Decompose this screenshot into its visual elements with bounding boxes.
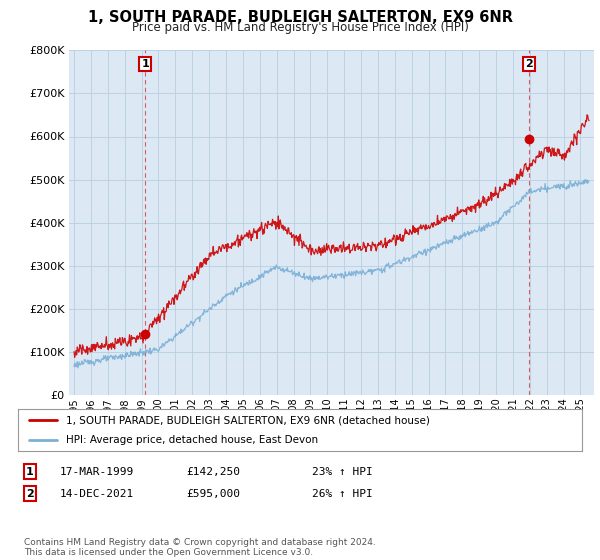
Text: 1, SOUTH PARADE, BUDLEIGH SALTERTON, EX9 6NR: 1, SOUTH PARADE, BUDLEIGH SALTERTON, EX9… bbox=[88, 10, 512, 25]
Text: 23% ↑ HPI: 23% ↑ HPI bbox=[312, 466, 373, 477]
Text: 26% ↑ HPI: 26% ↑ HPI bbox=[312, 489, 373, 499]
Text: 1: 1 bbox=[141, 59, 149, 69]
Text: 14-DEC-2021: 14-DEC-2021 bbox=[60, 489, 134, 499]
Text: Contains HM Land Registry data © Crown copyright and database right 2024.
This d: Contains HM Land Registry data © Crown c… bbox=[24, 538, 376, 557]
Text: £595,000: £595,000 bbox=[186, 489, 240, 499]
Text: 2: 2 bbox=[525, 59, 533, 69]
Text: 1, SOUTH PARADE, BUDLEIGH SALTERTON, EX9 6NR (detached house): 1, SOUTH PARADE, BUDLEIGH SALTERTON, EX9… bbox=[66, 415, 430, 425]
Text: 17-MAR-1999: 17-MAR-1999 bbox=[60, 466, 134, 477]
Text: 2: 2 bbox=[26, 489, 34, 499]
Text: HPI: Average price, detached house, East Devon: HPI: Average price, detached house, East… bbox=[66, 435, 318, 445]
Text: 1: 1 bbox=[26, 466, 34, 477]
Text: Price paid vs. HM Land Registry's House Price Index (HPI): Price paid vs. HM Land Registry's House … bbox=[131, 21, 469, 34]
Text: £142,250: £142,250 bbox=[186, 466, 240, 477]
